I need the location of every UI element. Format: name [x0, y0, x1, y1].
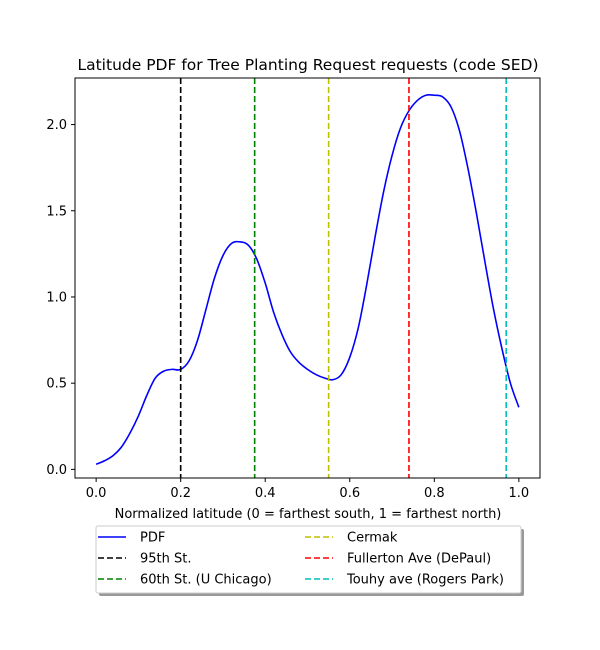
legend-item: Fullerton Ave (DePaul)	[305, 552, 491, 567]
y-tick-label: 2.0	[46, 118, 67, 133]
legend-item: Touhy ave (Rogers Park)	[305, 573, 504, 588]
legend-label: Cermak	[347, 531, 398, 546]
y-tick-label: 0.0	[46, 463, 67, 478]
legend-label: 60th St. (U Chicago)	[140, 573, 272, 588]
plot-frame	[74, 77, 541, 479]
y-tick-label: 0.5	[46, 377, 67, 392]
legend-label: Touhy ave (Rogers Park)	[346, 573, 504, 588]
x-tick-label: 0.6	[339, 486, 360, 501]
chart-title: Latitude PDF for Tree Planting Request r…	[77, 56, 538, 74]
x-axis-label: Normalized latitude (0 = farthest south,…	[115, 507, 502, 522]
x-tick-label: 0.2	[170, 486, 191, 501]
x-axis: 0.0 0.2 0.4 0.6 0.8 1.0	[86, 478, 529, 501]
legend: PDF 95th St. 60th St. (U Chicago) Cermak Ful…	[95, 525, 524, 596]
legend-label: PDF	[140, 531, 165, 546]
y-axis: 0.0 0.5 1.0 1.5 2.0	[46, 118, 75, 478]
legend-item: PDF	[98, 531, 165, 546]
x-tick-label: 1.0	[509, 486, 530, 501]
legend-item: Cermak	[305, 531, 398, 546]
legend-label: 95th St.	[140, 552, 192, 567]
y-tick-label: 1.0	[46, 290, 67, 305]
series-line-pdf	[95, 93, 520, 465]
plot-area	[95, 78, 520, 478]
legend-item: 60th St. (U Chicago)	[98, 573, 272, 588]
legend-item: 95th St.	[98, 552, 192, 567]
y-tick-label: 1.5	[46, 204, 67, 219]
legend-label: Fullerton Ave (DePaul)	[347, 552, 491, 567]
x-tick-label: 0.8	[424, 486, 445, 501]
x-tick-label: 0.4	[255, 486, 276, 501]
x-tick-label: 0.0	[86, 486, 107, 501]
legend-box	[95, 525, 522, 594]
